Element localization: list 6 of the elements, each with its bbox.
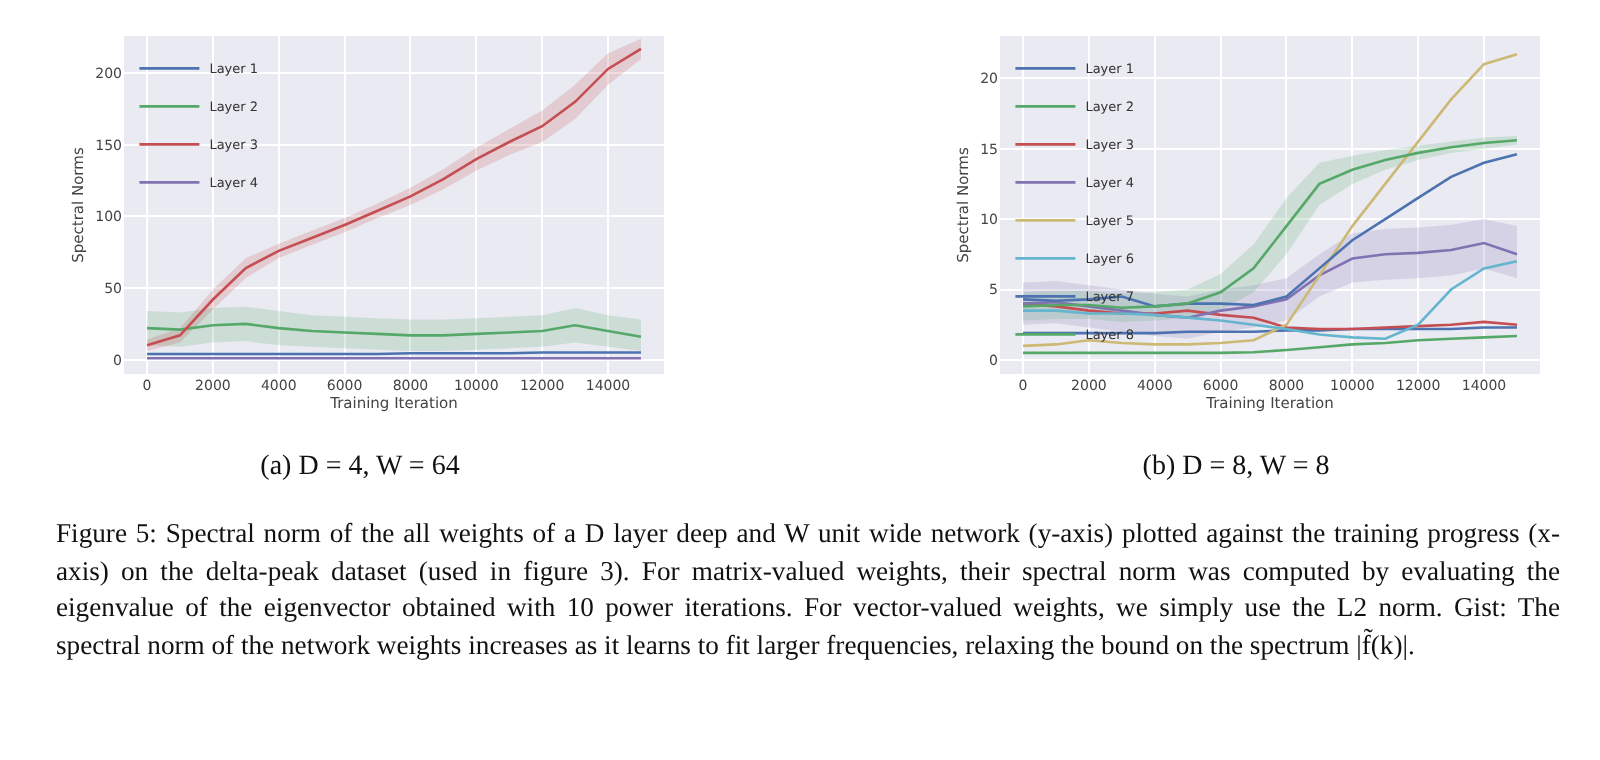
text: (b) D = 8, W = 8 (1140, 452, 1332, 484)
line-series (1021, 241, 1519, 319)
caption: Figure 5: Spectral norm of the all weights of a D layer deep and W unit wide network (y-axis) plotted against the training progress (x-axis) on the delta-peak dataset (used in figure 3). For matrix-valued weights, their spectral norm was computed by evaluating the eigenvalue of the eigenvector obtained with 10 power iterations. For vector-valued weights, we simply use the L2 norm. Gist: The spectral norm of the network weights increases as it learns to fit larger frequencies, relaxing the bound on the spectrum |f̃(k)|. (56, 516, 1560, 664)
text: (a) D = 4, W = 64 (258, 452, 462, 484)
line-series (145, 322, 643, 339)
line-series (1021, 53, 1519, 348)
